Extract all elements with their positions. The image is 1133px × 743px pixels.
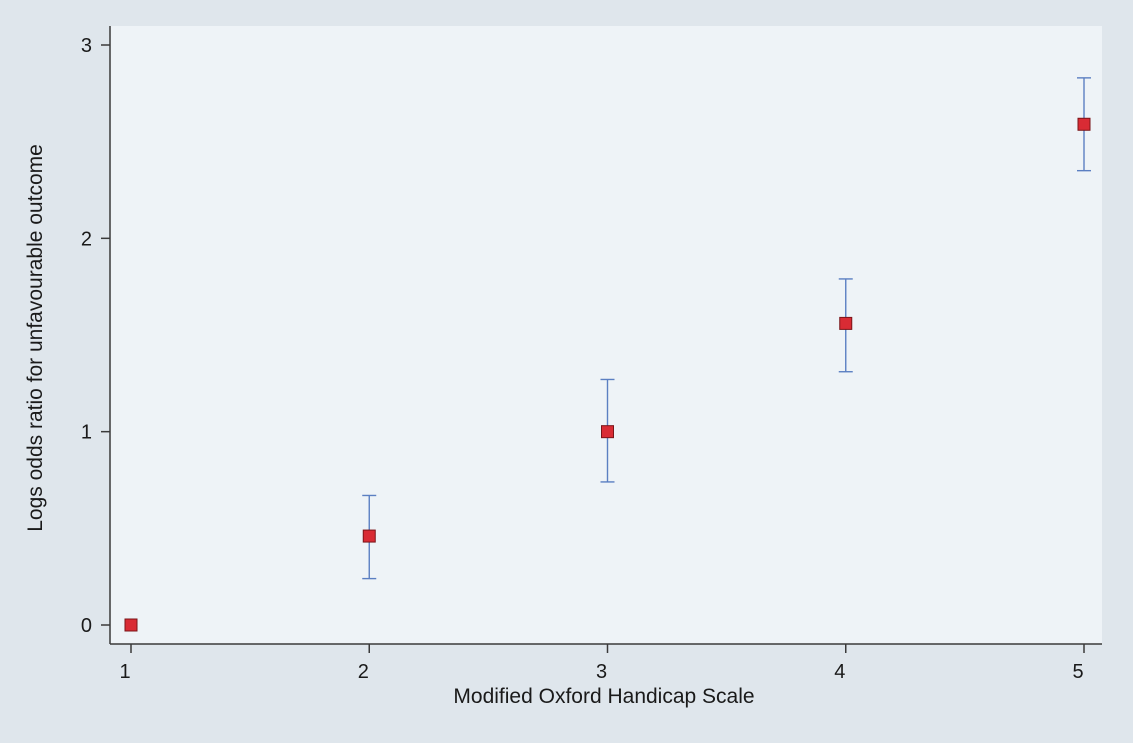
x-tick-label: 4 (834, 661, 845, 683)
y-axis-title: Logs odds ratio for unfavourable outcome (24, 144, 47, 532)
x-tick-label: 5 (1072, 661, 1083, 683)
x-tick-label: 1 (119, 661, 130, 683)
data-point-marker (1077, 117, 1091, 131)
x-tick-label: 2 (358, 661, 369, 683)
data-point-marker (601, 425, 614, 439)
y-tick-label: 0 (81, 615, 92, 637)
data-point-marker (839, 316, 853, 330)
x-tick-label: 3 (596, 661, 607, 683)
plot-area (110, 26, 1102, 644)
x-axis-title: Modified Oxford Handicap Scale (453, 685, 754, 708)
data-markers (124, 117, 1091, 632)
data-point-marker (362, 529, 376, 543)
data-point-marker (124, 618, 138, 632)
y-tick-label: 2 (81, 228, 92, 250)
y-tick-label: 1 (81, 422, 92, 444)
axes: 0 1 2 3 1 2 3 4 5 (81, 26, 1102, 683)
y-tick-label: 3 (81, 35, 92, 57)
